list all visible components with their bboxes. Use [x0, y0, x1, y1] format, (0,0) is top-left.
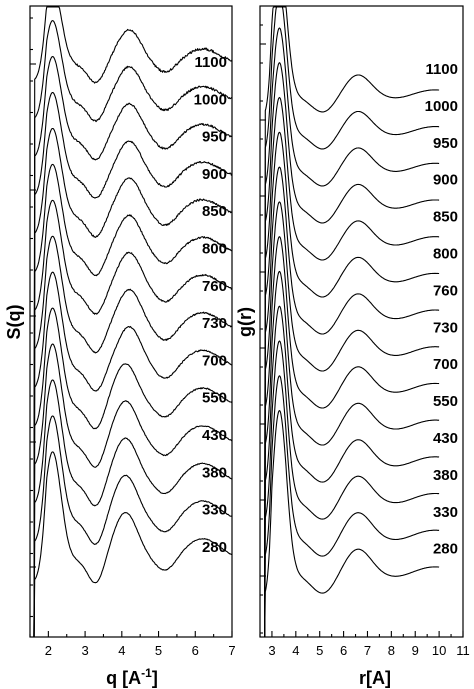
sq-curve-label-430: 430	[202, 427, 227, 444]
sq-curve-label-850: 850	[202, 203, 227, 220]
gr-curve-label-730: 730	[433, 319, 458, 336]
sq-x-axis-label-main: q [A	[106, 668, 141, 688]
gr-curve-label-550: 550	[433, 393, 458, 410]
gr-curve-850	[262, 96, 440, 638]
sq-x-tick-label: 7	[228, 643, 235, 658]
gr-curve-label-1100: 1100	[425, 61, 458, 78]
gr-x-tick-label: 9	[412, 643, 419, 658]
sq-curve-label-550: 550	[202, 390, 227, 407]
sq-curve-760	[30, 199, 233, 638]
gr-curve-1000	[262, 6, 440, 638]
gr-curve-label-760: 760	[433, 282, 458, 299]
sq-x-ticks: 2 3 4 5 6 7	[29, 631, 236, 658]
sq-curve-label-700: 700	[202, 352, 227, 369]
gr-x-tick-label: 6	[340, 643, 347, 658]
gr-panel: 3 4 5 6 7 8 9 10 11 1100 1000 950 900 850 800 760 730 70…	[235, 5, 470, 688]
sq-curve-280	[30, 451, 232, 638]
sq-curve-label-950: 950	[202, 129, 227, 146]
gr-curve-900	[262, 62, 440, 638]
gr-curve-label-330: 330	[433, 504, 458, 521]
sq-curve-label-330: 330	[202, 502, 227, 519]
sq-curve-330	[30, 415, 233, 638]
gr-curve-labels: 1100 1000 950 900 850 800 760 730 700 550 430 380 33…	[425, 61, 458, 558]
gr-curve-700	[262, 236, 440, 638]
sq-curve-1100	[30, 6, 233, 638]
sq-curve-900	[30, 91, 233, 638]
gr-curve-label-280: 280	[433, 541, 458, 558]
gr-curve-label-430: 430	[433, 430, 458, 447]
sq-curve-label-280: 280	[202, 539, 227, 556]
sq-x-axis-label-sup: -1	[141, 666, 152, 680]
sq-curve-430	[30, 343, 233, 638]
sq-curve-labels: 1100 1000 950 900 850 800 760 730 700 550 430 380 33…	[194, 54, 227, 556]
gr-x-axis-label: r[A]	[359, 668, 391, 688]
gr-x-tick-label: 7	[364, 643, 371, 658]
gr-curve-label-950: 950	[433, 135, 458, 152]
gr-curve-label-900: 900	[433, 172, 458, 189]
sq-x-axis-label-tail: ]	[152, 668, 158, 688]
sq-x-tick-label: 4	[118, 643, 125, 658]
sq-curve-1000	[30, 20, 233, 638]
gr-curve-380	[262, 340, 440, 638]
gr-x-ticks: 3 4 5 6 7 8 9 10 11	[259, 631, 470, 658]
sq-plot-frame	[29, 5, 233, 638]
gr-curve-730	[262, 201, 440, 638]
gr-x-tick-label: 3	[268, 643, 275, 658]
sq-curve-label-1000: 1000	[194, 91, 227, 108]
gr-curve-800	[262, 131, 440, 638]
sq-curve-700	[30, 271, 233, 638]
sq-curve-730	[30, 235, 233, 638]
gr-plot-frame	[259, 5, 464, 638]
gr-curve-label-800: 800	[433, 246, 458, 263]
gr-curve-430	[262, 305, 440, 638]
sq-x-tick-label: 6	[192, 643, 199, 658]
gr-curves	[262, 6, 440, 638]
gr-curve-330	[262, 375, 440, 638]
sq-x-axis-label: q [A-1]	[106, 666, 158, 688]
sq-curve-850	[30, 127, 233, 638]
sq-curve-label-900: 900	[202, 166, 227, 183]
sq-curve-800	[30, 163, 232, 638]
sq-curve-label-760: 760	[202, 278, 227, 295]
gr-x-tick-label: 8	[388, 643, 395, 658]
sq-panel: 2 3 4 5 6 7 1100 1000 950 900 850 800 760 730 700 550 4…	[4, 5, 236, 688]
gr-curve-label-1000: 1000	[425, 98, 458, 115]
gr-x-tick-label: 4	[292, 643, 299, 658]
gr-curve-760	[262, 166, 440, 638]
sq-curve-label-730: 730	[202, 315, 227, 332]
gr-curve-1100	[262, 6, 440, 638]
gr-curve-280	[262, 410, 440, 638]
sq-x-tick-label: 5	[155, 643, 162, 658]
gr-curve-label-380: 380	[433, 467, 458, 484]
sq-curve-label-800: 800	[202, 241, 227, 258]
sq-curve-label-1100: 1100	[194, 54, 227, 71]
sq-curve-label-380: 380	[202, 464, 227, 481]
gr-y-axis-label: g(r)	[235, 307, 255, 337]
sq-x-tick-label: 2	[45, 643, 52, 658]
sq-curve-550	[30, 307, 233, 638]
gr-x-tick-label: 5	[316, 643, 323, 658]
gr-curve-label-700: 700	[433, 356, 458, 373]
sq-curve-380	[30, 379, 233, 638]
sq-curve-950	[30, 56, 233, 638]
gr-x-tick-label: 11	[456, 643, 470, 658]
gr-curve-550	[262, 270, 440, 638]
gr-curve-950	[262, 27, 440, 638]
sq-x-tick-label: 3	[81, 643, 88, 658]
gr-x-tick-label: 10	[432, 643, 446, 658]
sq-curves	[30, 6, 233, 638]
sq-y-axis-label: S(q)	[4, 305, 24, 340]
gr-curve-label-850: 850	[433, 209, 458, 226]
